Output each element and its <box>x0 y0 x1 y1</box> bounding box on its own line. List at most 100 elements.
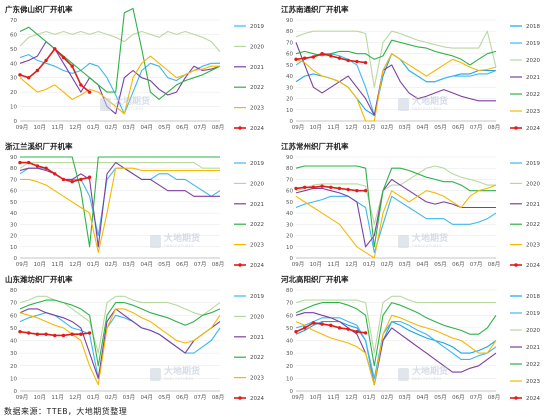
x-tick-label: 04月 <box>140 124 153 131</box>
point-2024 <box>346 187 350 192</box>
legend-label: 2022 <box>526 222 540 228</box>
x-tick-label: 09月 <box>292 124 305 131</box>
point-2024 <box>311 321 316 325</box>
y-tick-label: 0 <box>14 119 18 125</box>
point-2024 <box>294 329 298 334</box>
series-line-2019 <box>295 195 497 253</box>
point-2024 <box>35 68 40 73</box>
y-tick-label: 60 <box>286 313 293 319</box>
y-tick-label: 20 <box>10 90 17 96</box>
point-2024 <box>337 186 342 191</box>
x-tick-label: 03月 <box>399 124 412 131</box>
series-line-2023 <box>295 53 497 122</box>
point-2024 <box>61 333 66 338</box>
x-tick-label: 12月 <box>69 124 82 131</box>
series-line-2020 <box>19 30 221 53</box>
x-tick-label: 07月 <box>470 261 483 268</box>
y-tick-label: 10 <box>10 105 17 111</box>
y-tick-label: 90 <box>286 18 293 24</box>
x-tick-label: 08月 <box>212 124 225 131</box>
point-2024 <box>355 329 359 334</box>
legend-label: 2021 <box>526 75 540 81</box>
y-tick-label: 40 <box>286 74 293 80</box>
x-tick-label: 10月 <box>34 261 47 268</box>
x-tick-label: 06月 <box>176 261 189 268</box>
legend-label: 2020 <box>250 181 264 187</box>
y-tick-label: 90 <box>10 155 17 161</box>
x-tick-label: 01月 <box>87 394 100 401</box>
x-tick-label: 01月 <box>363 124 376 131</box>
legend-label: 2023 <box>526 243 540 249</box>
point-2024 <box>44 166 48 170</box>
point-2024 <box>320 184 324 188</box>
x-tick-label: 01月 <box>87 124 100 131</box>
x-tick-label: 01月 <box>363 394 376 401</box>
y-tick-label: 20 <box>10 234 17 240</box>
point-2024 <box>53 47 57 51</box>
legend-label: 2018 <box>526 294 540 300</box>
series-line-2020 <box>295 165 496 225</box>
x-tick-label: 10月 <box>310 261 323 268</box>
point-2024 <box>61 177 66 182</box>
y-tick-label: 0 <box>14 256 18 262</box>
point-2024 <box>44 58 48 63</box>
point-2024 <box>355 59 359 64</box>
legend-label: 2020 <box>526 328 540 334</box>
point-2024 <box>346 58 350 63</box>
point-2024 <box>311 55 316 59</box>
point-2024 <box>363 60 368 65</box>
chart-svg: 江苏常州织厂开机率 0 10 20 30 40 50 60 70 80 90 09月 10月 11月 12月… <box>281 141 540 269</box>
y-tick-label: 0 <box>290 389 294 395</box>
x-tick-label: 02月 <box>105 261 118 268</box>
x-tick-label: 10月 <box>34 394 47 401</box>
chart-svg: 广东佛山织厂开机率 0 10 20 30 40 50 60 70 09月 10月 11月 12月 01月 0… <box>5 4 264 132</box>
x-tick-label: 04月 <box>416 124 429 131</box>
x-tick-label: 02月 <box>105 124 118 131</box>
y-tick-label: 20 <box>286 97 293 103</box>
point-2024 <box>70 64 74 68</box>
point-2024 <box>53 333 57 338</box>
y-tick-label: 80 <box>286 166 293 172</box>
x-tick-label: 08月 <box>212 394 225 401</box>
point-2024 <box>302 56 307 60</box>
chart-svg: 河北高阳织厂开机率 0 10 20 30 40 50 60 70 80 09月 10月 11月 12月 01… <box>281 274 540 402</box>
x-tick-label: 03月 <box>123 394 136 401</box>
legend-label: 2019 <box>250 161 264 167</box>
series-line-2019 <box>295 317 497 379</box>
legend-label: 2019 <box>526 41 540 47</box>
y-tick-label: 70 <box>10 18 17 24</box>
y-tick-label: 30 <box>10 351 17 357</box>
y-tick-label: 30 <box>10 76 17 82</box>
legend-label: 2021 <box>250 202 264 208</box>
series-line-2020 <box>295 30 497 88</box>
legend-label: 2020 <box>250 44 264 50</box>
x-tick-label: 08月 <box>212 261 225 268</box>
x-tick-label: 07月 <box>470 394 483 401</box>
y-tick-label: 70 <box>10 177 17 183</box>
x-tick-label: 02月 <box>381 124 394 131</box>
y-tick-label: 10 <box>10 245 17 251</box>
x-tick-label: 03月 <box>399 394 412 401</box>
legend-label: 2018 <box>526 24 540 30</box>
y-tick-label: 40 <box>10 61 17 67</box>
x-tick-label: 09月 <box>16 261 29 268</box>
point-2024 <box>79 177 83 182</box>
series-line-2022 <box>295 39 497 66</box>
series-line-2023 <box>19 308 221 386</box>
x-tick-label: 08月 <box>488 124 501 131</box>
chart-title: 河北高阳织厂开机率 <box>281 274 349 284</box>
point-2024 <box>320 322 324 326</box>
y-tick-label: 40 <box>286 211 293 217</box>
x-tick-label: 09月 <box>292 394 305 401</box>
y-tick-label: 50 <box>286 200 293 206</box>
chart-title: 浙江兰溪织厂开机率 <box>5 141 73 151</box>
legend-label: 2024 <box>250 126 264 132</box>
x-tick-label: 11月 <box>51 261 64 268</box>
y-tick-label: 40 <box>10 211 17 217</box>
chart-title: 江苏常州织厂开机率 <box>281 141 349 151</box>
series-line-2020 <box>19 162 220 169</box>
legend-label: 2024 <box>526 263 540 269</box>
y-tick-label: 80 <box>286 29 293 35</box>
x-tick-label: 11月 <box>327 261 340 268</box>
y-tick-label: 10 <box>286 376 293 382</box>
